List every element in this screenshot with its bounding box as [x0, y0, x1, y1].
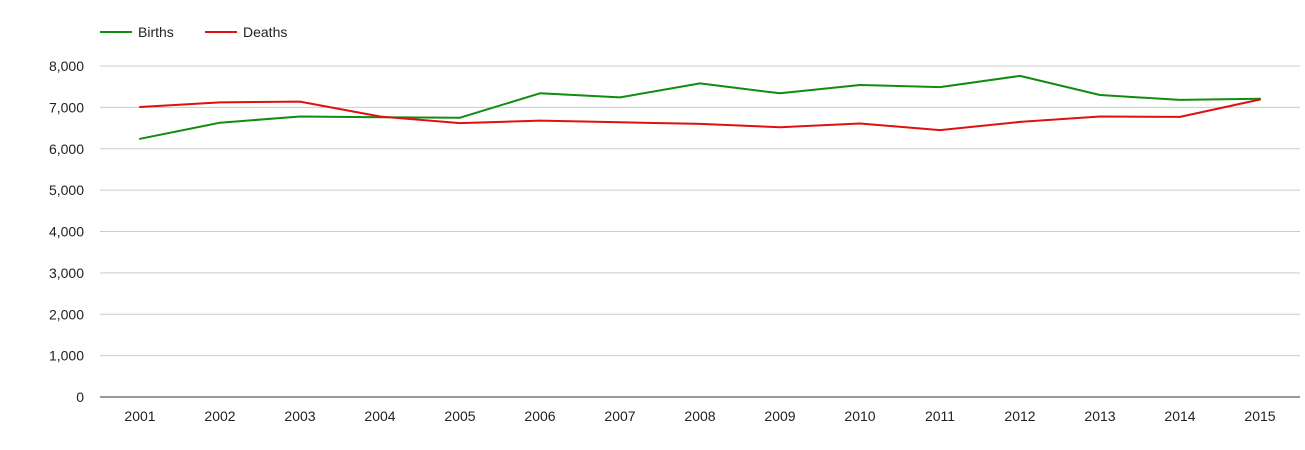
x-tick-label: 2009	[764, 408, 795, 424]
x-tick-label: 2007	[604, 408, 635, 424]
y-tick-label: 6,000	[49, 141, 84, 157]
legend-label: Deaths	[243, 24, 287, 40]
x-tick-label: 2010	[844, 408, 875, 424]
y-tick-label: 5,000	[49, 182, 84, 198]
x-tick-label: 2005	[444, 408, 475, 424]
x-tick-label: 2008	[684, 408, 715, 424]
series-line-births	[139, 74, 1261, 140]
y-tick-label: 0	[76, 389, 84, 405]
x-tick-label: 2003	[284, 408, 315, 424]
y-tick-label: 3,000	[49, 265, 84, 281]
x-tick-label: 2001	[124, 408, 155, 424]
x-tick-label: 2006	[524, 408, 555, 424]
legend-item-births[interactable]: Births	[100, 24, 174, 40]
series-line-deaths	[139, 98, 1261, 132]
y-tick-label: 7,000	[49, 99, 84, 115]
gridlines	[100, 65, 1300, 357]
axes: 0 1,000 2,000 3,000 4,000 5,000 6,000 7,000 8,00…	[49, 58, 1300, 424]
x-tick-label: 2004	[364, 408, 395, 424]
x-tick-label: 2015	[1244, 408, 1275, 424]
x-tick-label: 2014	[1164, 408, 1195, 424]
series-lines	[139, 74, 1261, 140]
x-tick-label: 2002	[204, 408, 235, 424]
y-tick-label: 4,000	[49, 224, 84, 240]
y-tick-label: 8,000	[49, 58, 84, 74]
legend-item-deaths[interactable]: Deaths	[205, 24, 287, 40]
x-tick-label: 2012	[1004, 408, 1035, 424]
y-tick-label: 1,000	[49, 348, 84, 364]
x-tick-label: 2013	[1084, 408, 1115, 424]
legend-label: Births	[138, 24, 174, 40]
x-tick-label: 2011	[925, 408, 955, 424]
y-tick-label: 2,000	[49, 306, 84, 322]
legend: Births Deaths	[100, 24, 287, 40]
